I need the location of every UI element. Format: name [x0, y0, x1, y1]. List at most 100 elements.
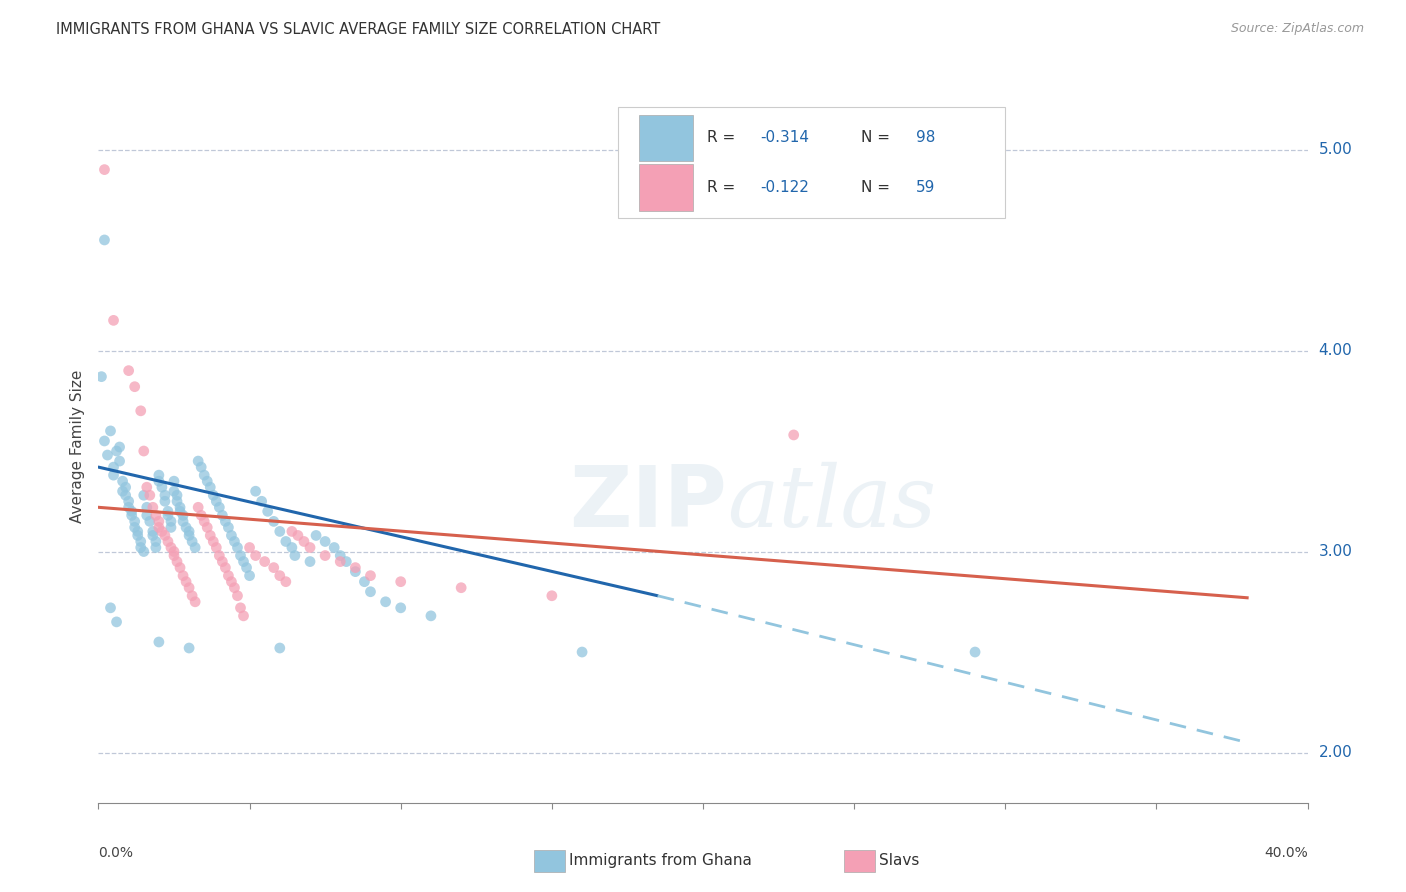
Point	[169, 560, 191, 574]
Text: 3.00: 3.00	[1319, 544, 1353, 559]
Point	[253, 555, 276, 569]
Point	[174, 574, 197, 589]
Point	[965, 645, 987, 659]
Text: 5.00: 5.00	[1319, 142, 1353, 157]
Point	[211, 555, 233, 569]
Point	[145, 508, 167, 523]
Point	[214, 560, 236, 574]
Point	[114, 480, 136, 494]
Point	[299, 541, 322, 555]
Point	[108, 454, 131, 468]
Point	[93, 162, 115, 177]
Point	[374, 595, 396, 609]
Point	[127, 524, 149, 539]
Point	[121, 508, 143, 523]
Point	[292, 534, 315, 549]
Point	[245, 484, 267, 499]
Point	[269, 640, 291, 655]
Point	[145, 541, 167, 555]
Point	[172, 508, 194, 523]
Point	[163, 474, 186, 488]
FancyBboxPatch shape	[638, 114, 693, 161]
Point	[284, 549, 307, 563]
Point	[195, 520, 218, 534]
Point	[274, 534, 297, 549]
Point	[100, 600, 122, 615]
Point	[111, 474, 134, 488]
Point	[229, 549, 252, 563]
Point	[135, 480, 157, 494]
Point	[118, 500, 141, 515]
Point	[129, 541, 152, 555]
Point	[360, 568, 382, 582]
Point	[245, 549, 267, 563]
Point	[163, 549, 186, 563]
Point	[281, 541, 304, 555]
Point	[205, 494, 228, 508]
Point	[160, 515, 183, 529]
Point	[142, 524, 165, 539]
Point	[193, 468, 215, 483]
Point	[135, 508, 157, 523]
Text: R =: R =	[707, 180, 740, 195]
Point	[169, 500, 191, 515]
Point	[226, 541, 249, 555]
Point	[250, 494, 273, 508]
Point	[208, 500, 231, 515]
Point	[344, 565, 367, 579]
Point	[132, 488, 155, 502]
Point	[108, 440, 131, 454]
Point	[314, 534, 336, 549]
Point	[148, 520, 170, 534]
Point	[118, 494, 141, 508]
Point	[299, 555, 322, 569]
Text: Slavs: Slavs	[879, 854, 920, 868]
Point	[100, 424, 122, 438]
Point	[156, 508, 179, 523]
Point	[121, 504, 143, 518]
Point	[344, 560, 367, 574]
Text: ZIP: ZIP	[569, 461, 727, 545]
Point	[190, 460, 212, 475]
Point	[419, 608, 441, 623]
Point	[142, 528, 165, 542]
Point	[360, 584, 382, 599]
Point	[148, 474, 170, 488]
Point	[118, 363, 141, 377]
Point	[353, 574, 375, 589]
Point	[163, 484, 186, 499]
Point	[156, 534, 179, 549]
Point	[224, 581, 246, 595]
Point	[263, 560, 285, 574]
Point	[139, 515, 162, 529]
Point	[148, 468, 170, 483]
Point	[305, 528, 328, 542]
Point	[177, 528, 201, 542]
Text: N =: N =	[862, 180, 896, 195]
Text: Immigrants from Ghana: Immigrants from Ghana	[569, 854, 752, 868]
Point	[132, 544, 155, 558]
Point	[208, 549, 231, 563]
Point	[232, 608, 254, 623]
Point	[450, 581, 472, 595]
Point	[274, 574, 297, 589]
Point	[217, 520, 239, 534]
Point	[200, 528, 222, 542]
Point	[540, 589, 562, 603]
Point	[226, 589, 249, 603]
Point	[224, 534, 246, 549]
Point	[103, 460, 125, 475]
Text: 2.00: 2.00	[1319, 745, 1353, 760]
Point	[135, 500, 157, 515]
Point	[221, 574, 243, 589]
Point	[172, 568, 194, 582]
Point	[153, 488, 176, 502]
Text: atlas: atlas	[727, 462, 936, 544]
Point	[129, 534, 152, 549]
Point	[205, 541, 228, 555]
Point	[177, 581, 201, 595]
Text: IMMIGRANTS FROM GHANA VS SLAVIC AVERAGE FAMILY SIZE CORRELATION CHART: IMMIGRANTS FROM GHANA VS SLAVIC AVERAGE …	[56, 22, 661, 37]
Point	[124, 520, 146, 534]
Point	[169, 504, 191, 518]
Point	[145, 534, 167, 549]
